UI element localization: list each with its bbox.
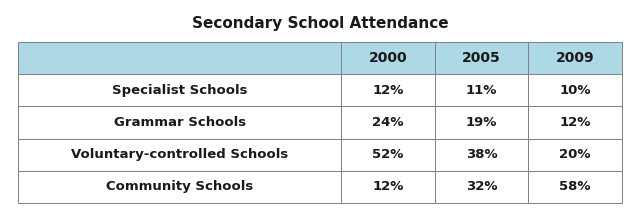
Text: 19%: 19%	[466, 116, 497, 129]
Text: Grammar Schools: Grammar Schools	[113, 116, 246, 129]
Text: 32%: 32%	[466, 180, 497, 193]
Text: 2005: 2005	[462, 51, 501, 65]
Text: 11%: 11%	[466, 84, 497, 97]
Text: 58%: 58%	[559, 180, 591, 193]
Text: 12%: 12%	[372, 180, 404, 193]
Text: 12%: 12%	[372, 84, 404, 97]
Text: 20%: 20%	[559, 148, 591, 161]
Text: 52%: 52%	[372, 148, 404, 161]
Text: 2009: 2009	[556, 51, 595, 65]
Text: Specialist Schools: Specialist Schools	[112, 84, 247, 97]
Text: Voluntary-controlled Schools: Voluntary-controlled Schools	[71, 148, 288, 161]
Text: Secondary School Attendance: Secondary School Attendance	[192, 16, 448, 31]
Text: 10%: 10%	[559, 84, 591, 97]
Text: 24%: 24%	[372, 116, 404, 129]
Text: 2000: 2000	[369, 51, 407, 65]
Text: 12%: 12%	[559, 116, 591, 129]
Text: Community Schools: Community Schools	[106, 180, 253, 193]
Text: 38%: 38%	[466, 148, 497, 161]
